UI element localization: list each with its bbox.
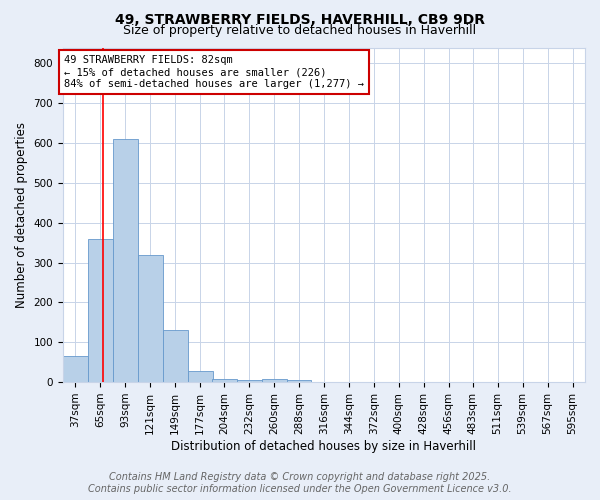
Bar: [63, 356, 88, 382]
Bar: [188, 371, 212, 382]
Y-axis label: Number of detached properties: Number of detached properties: [15, 122, 28, 308]
Text: Contains HM Land Registry data © Crown copyright and database right 2025.
Contai: Contains HM Land Registry data © Crown c…: [88, 472, 512, 494]
Bar: [163, 330, 188, 382]
Bar: [138, 254, 163, 382]
Bar: [212, 379, 236, 382]
Bar: [88, 238, 113, 382]
Text: 49, STRAWBERRY FIELDS, HAVERHILL, CB9 9DR: 49, STRAWBERRY FIELDS, HAVERHILL, CB9 9D…: [115, 12, 485, 26]
Text: Size of property relative to detached houses in Haverhill: Size of property relative to detached ho…: [124, 24, 476, 37]
Bar: [287, 380, 311, 382]
Text: 49 STRAWBERRY FIELDS: 82sqm
← 15% of detached houses are smaller (226)
84% of se: 49 STRAWBERRY FIELDS: 82sqm ← 15% of det…: [64, 56, 364, 88]
Bar: [113, 139, 138, 382]
Bar: [236, 380, 262, 382]
X-axis label: Distribution of detached houses by size in Haverhill: Distribution of detached houses by size …: [172, 440, 476, 452]
Bar: [262, 379, 287, 382]
